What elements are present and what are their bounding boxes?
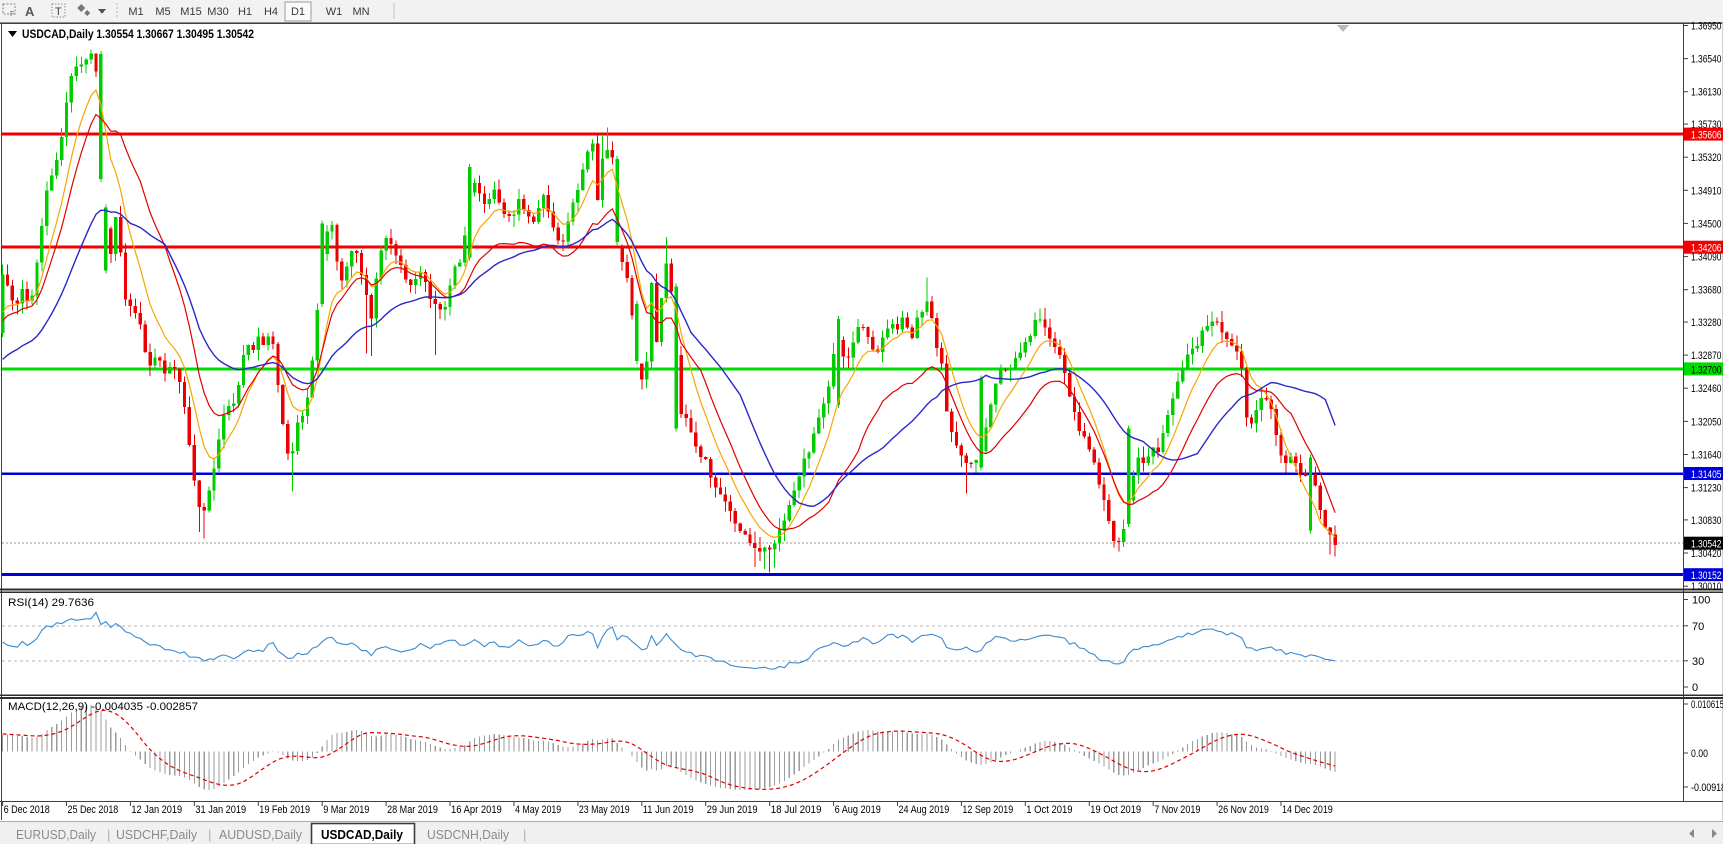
- svg-text:M30: M30: [207, 6, 228, 18]
- svg-text:7 Nov 2019: 7 Nov 2019: [1154, 804, 1200, 816]
- svg-text:1 Oct 2019: 1 Oct 2019: [1026, 804, 1072, 816]
- svg-text:MN: MN: [352, 6, 369, 18]
- svg-text:29 Jun 2019: 29 Jun 2019: [707, 804, 758, 816]
- svg-text:1.30010: 1.30010: [1691, 581, 1722, 593]
- svg-text:19 Feb 2019: 19 Feb 2019: [259, 804, 310, 816]
- svg-text:0.010615: 0.010615: [1691, 699, 1723, 711]
- svg-text:1.33680: 1.33680: [1691, 285, 1722, 297]
- svg-text:0.00: 0.00: [1691, 748, 1708, 760]
- svg-text:-0.00918: -0.00918: [1691, 782, 1723, 794]
- svg-text:1.36540: 1.36540: [1691, 54, 1722, 66]
- svg-text:USDCAD,Daily 1.30554 1.30667: USDCAD,Daily 1.30554 1.30667 1.30495 1.3…: [22, 27, 254, 41]
- svg-text:1.34090: 1.34090: [1691, 252, 1722, 264]
- svg-text:30: 30: [1692, 656, 1704, 668]
- svg-text:24 Aug 2019: 24 Aug 2019: [899, 804, 950, 816]
- svg-text:25 Dec 2018: 25 Dec 2018: [68, 804, 119, 816]
- svg-text:F: F: [10, 11, 14, 18]
- svg-text:RSI(14) 29.7636: RSI(14) 29.7636: [8, 597, 94, 609]
- svg-text:1.31640: 1.31640: [1691, 450, 1722, 462]
- svg-text:1.32460: 1.32460: [1691, 383, 1722, 395]
- svg-text:16 Apr 2019: 16 Apr 2019: [451, 804, 502, 816]
- svg-text:D1: D1: [291, 6, 305, 18]
- svg-text:1.36950: 1.36950: [1691, 21, 1722, 33]
- svg-text:EURUSD,Daily: EURUSD,Daily: [16, 827, 96, 842]
- svg-text:USDCAD,Daily: USDCAD,Daily: [321, 827, 404, 842]
- svg-text:1.33280: 1.33280: [1691, 317, 1722, 329]
- svg-text:USDCHF,Daily: USDCHF,Daily: [116, 827, 197, 842]
- svg-text:1.32700: 1.32700: [1691, 364, 1722, 376]
- svg-text:19 Oct 2019: 19 Oct 2019: [1090, 804, 1141, 816]
- svg-text:1.36130: 1.36130: [1691, 87, 1722, 99]
- svg-text:1.34206: 1.34206: [1691, 243, 1722, 255]
- svg-text:|: |: [523, 827, 526, 842]
- svg-text:T: T: [55, 6, 62, 18]
- svg-text:0: 0: [1692, 682, 1698, 694]
- svg-text:70: 70: [1692, 621, 1704, 633]
- svg-text:18 Jul 2019: 18 Jul 2019: [771, 804, 822, 816]
- svg-text:|: |: [107, 827, 110, 842]
- svg-text:1.31405: 1.31405: [1691, 469, 1722, 481]
- svg-text:1.30542: 1.30542: [1691, 539, 1722, 551]
- svg-text:1.35606: 1.35606: [1691, 130, 1722, 142]
- svg-text:11 Jun 2019: 11 Jun 2019: [643, 804, 694, 816]
- svg-text:31 Jan 2019: 31 Jan 2019: [195, 804, 246, 816]
- svg-text:H4: H4: [264, 6, 278, 18]
- svg-text:AUDUSD,Daily: AUDUSD,Daily: [219, 827, 302, 842]
- svg-text:1.35320: 1.35320: [1691, 152, 1722, 164]
- svg-text:14 Dec 2019: 14 Dec 2019: [1282, 804, 1333, 816]
- svg-text:1.32050: 1.32050: [1691, 416, 1722, 428]
- svg-text:|: |: [208, 827, 211, 842]
- svg-text:1.31230: 1.31230: [1691, 483, 1722, 495]
- svg-text:MACD(12,26,9) -0.004035 -0.002: MACD(12,26,9) -0.004035 -0.002857: [8, 701, 198, 713]
- svg-text:6 Dec 2018: 6 Dec 2018: [4, 804, 50, 816]
- svg-text:28 Mar 2019: 28 Mar 2019: [387, 804, 438, 816]
- svg-text:1.34500: 1.34500: [1691, 218, 1722, 230]
- svg-text:12 Jan 2019: 12 Jan 2019: [131, 804, 182, 816]
- svg-text:H1: H1: [238, 6, 252, 18]
- svg-text:1.30420: 1.30420: [1691, 548, 1722, 560]
- svg-text:W1: W1: [326, 6, 343, 18]
- svg-text:1.32870: 1.32870: [1691, 350, 1722, 362]
- svg-text:6 Aug 2019: 6 Aug 2019: [835, 804, 881, 816]
- svg-text:M15: M15: [180, 6, 201, 18]
- svg-text:1.34910: 1.34910: [1691, 185, 1722, 197]
- svg-text:100: 100: [1692, 595, 1710, 607]
- svg-text:A: A: [25, 4, 35, 19]
- svg-text:12 Sep 2019: 12 Sep 2019: [962, 804, 1013, 816]
- svg-text:1.30830: 1.30830: [1691, 515, 1722, 527]
- svg-text:1.30152: 1.30152: [1691, 570, 1722, 582]
- svg-text:26 Nov 2019: 26 Nov 2019: [1218, 804, 1269, 816]
- svg-text:M1: M1: [128, 6, 143, 18]
- svg-text:23 May 2019: 23 May 2019: [579, 804, 630, 816]
- svg-text:M5: M5: [155, 6, 170, 18]
- svg-text:9 Mar 2019: 9 Mar 2019: [323, 804, 369, 816]
- svg-text:4 May 2019: 4 May 2019: [515, 804, 561, 816]
- svg-text:USDCNH,Daily: USDCNH,Daily: [427, 827, 509, 842]
